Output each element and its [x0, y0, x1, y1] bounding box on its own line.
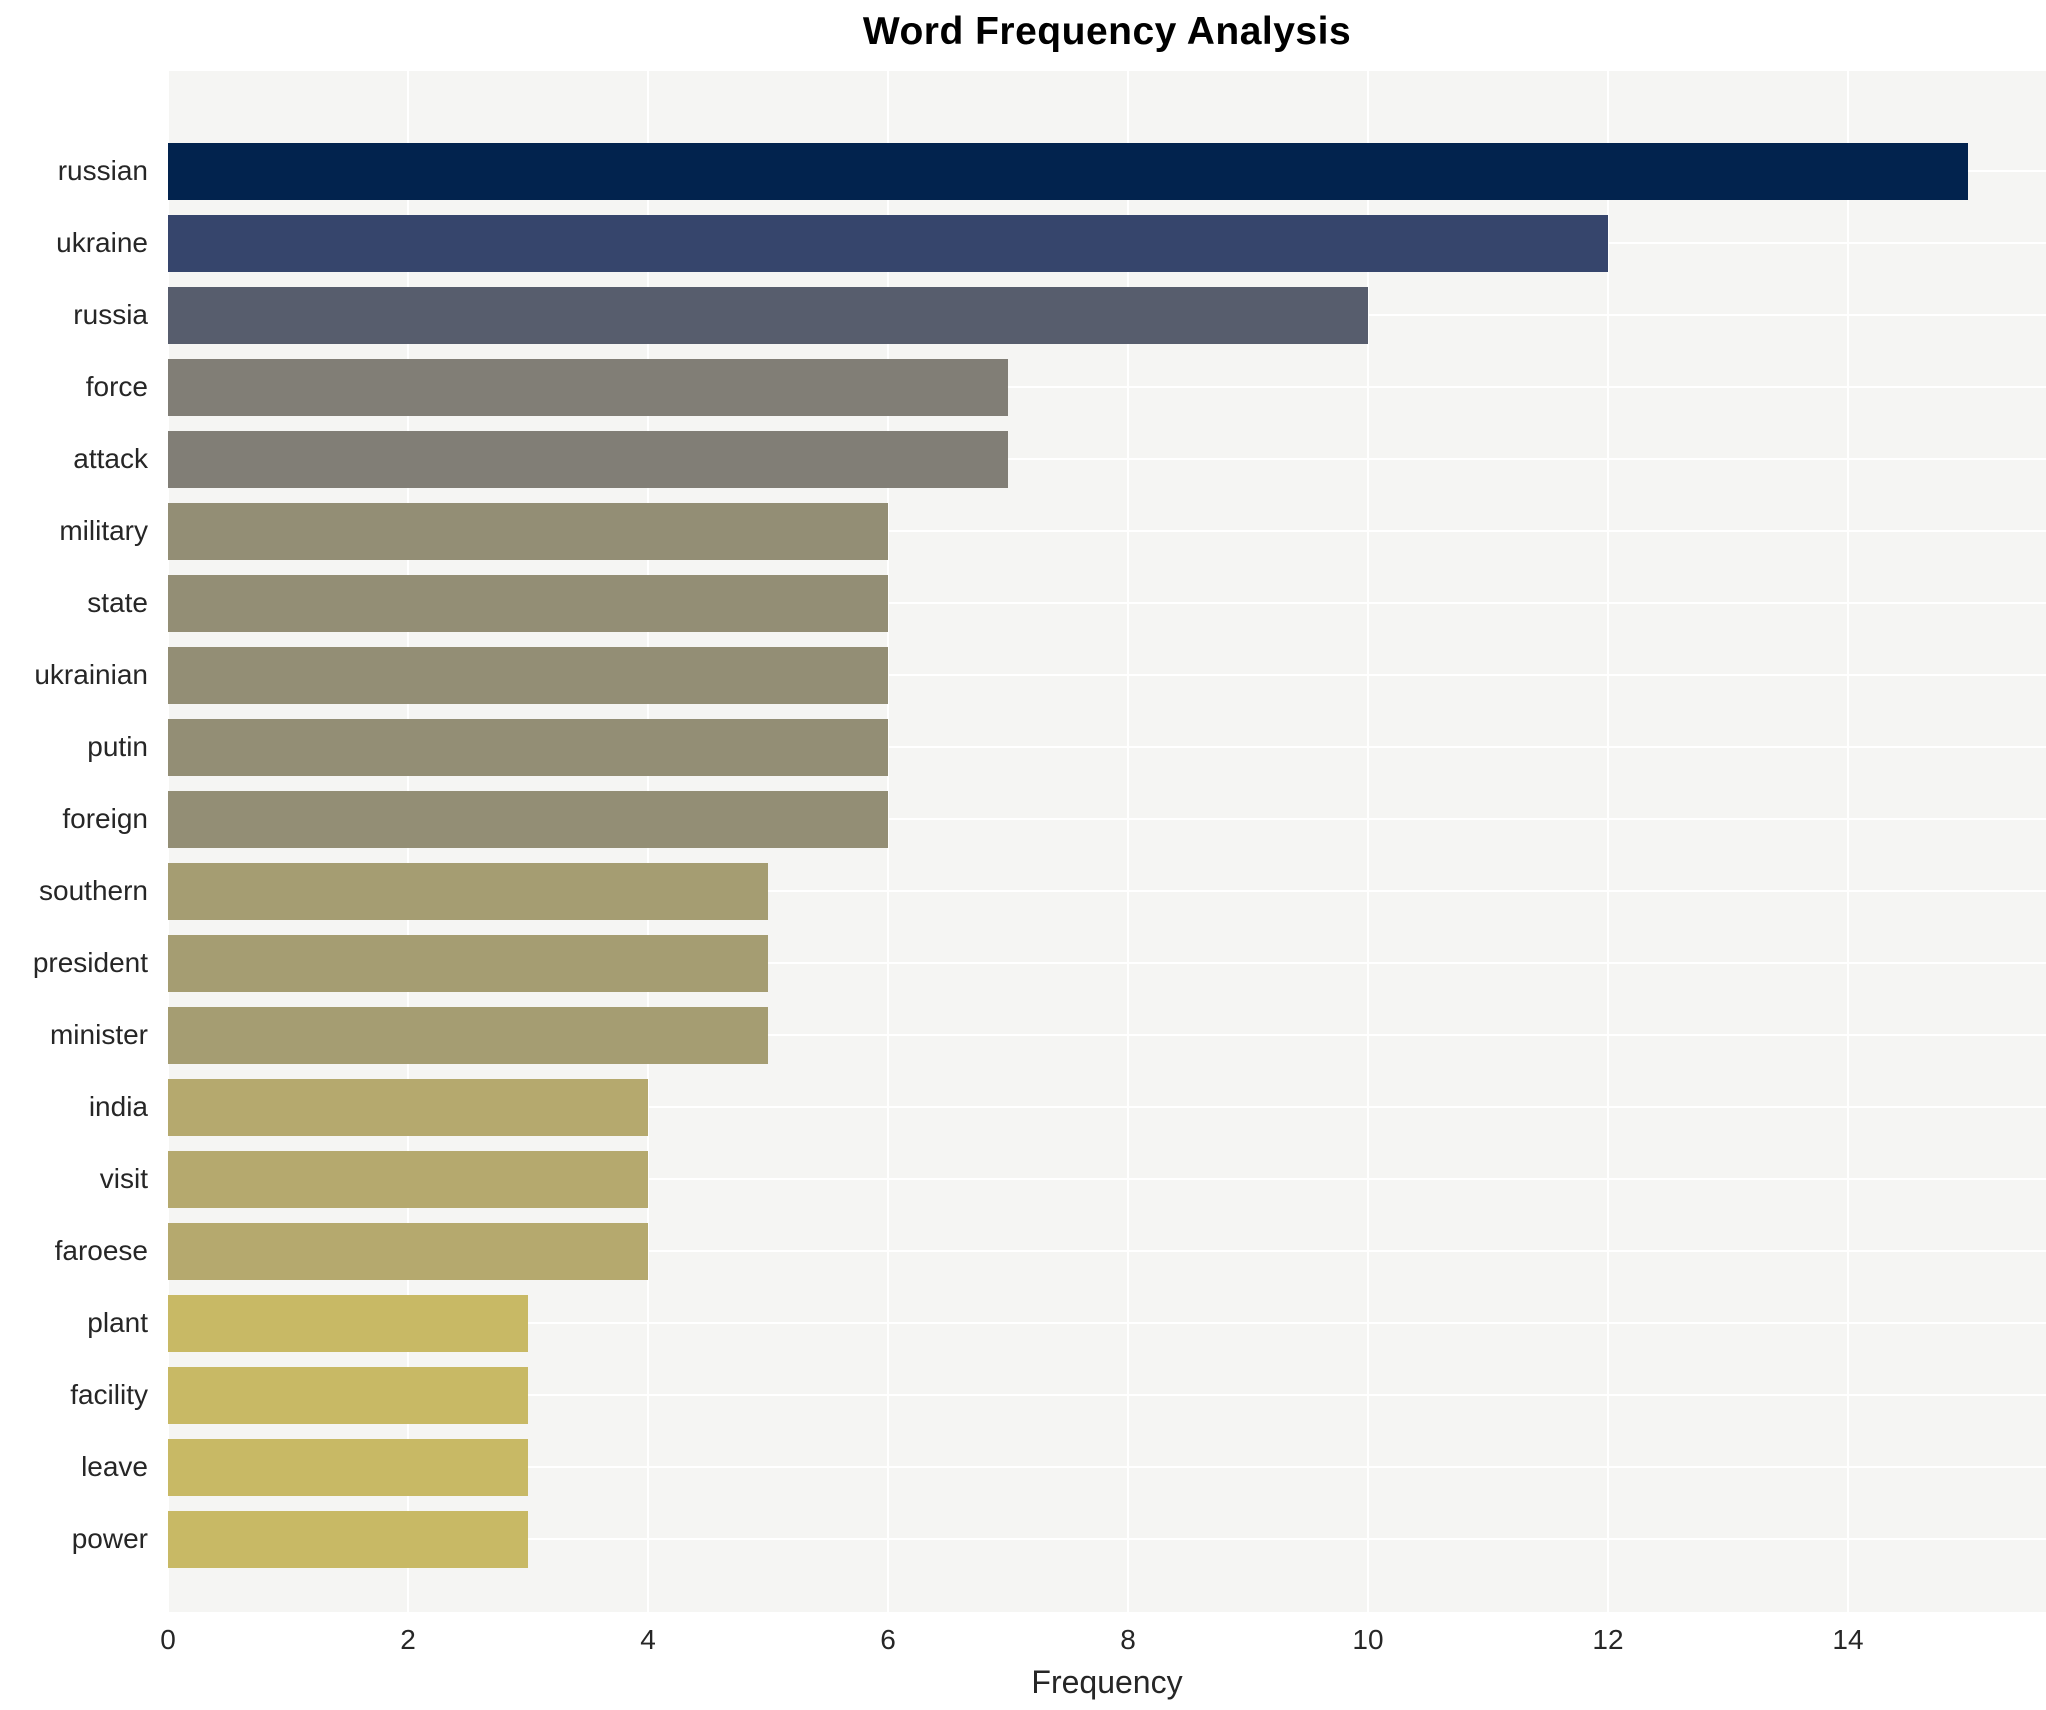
bar-faroese [168, 1222, 648, 1280]
y-tick-label-minister: minister [49, 1019, 148, 1050]
bar-russia [168, 286, 1368, 344]
horizontal-gridline [168, 530, 2046, 532]
vertical-gridline [1847, 71, 1849, 1612]
bar-facility [168, 1366, 528, 1424]
horizontal-gridline [168, 1106, 2046, 1108]
horizontal-gridline [168, 1322, 2046, 1324]
horizontal-gridline [168, 818, 2046, 820]
bar-power [168, 1510, 528, 1568]
y-tick-label-southern: southern [39, 875, 148, 906]
vertical-gridline [1607, 71, 1609, 1612]
y-tick-label-foreign: foreign [62, 803, 148, 834]
y-tick-label-attack: attack [73, 443, 148, 474]
bar-russian [168, 142, 1968, 200]
horizontal-gridline [168, 602, 2046, 604]
bar-force [168, 358, 1008, 416]
y-tick-label-ukraine: ukraine [56, 227, 148, 258]
bar-southern [168, 862, 768, 920]
chart-title: Word Frequency Analysis [862, 10, 1352, 53]
x-tick-label-8: 8 [1120, 1624, 1136, 1655]
bar-foreign [168, 790, 888, 848]
horizontal-gridline [168, 458, 2046, 460]
y-tick-label-plant: plant [87, 1307, 148, 1338]
bar-india [168, 1078, 648, 1136]
bar-leave [168, 1438, 528, 1496]
y-tick-label-india: india [88, 1091, 148, 1122]
x-tick-label-14: 14 [1832, 1624, 1864, 1655]
horizontal-gridline [168, 890, 2046, 892]
x-tick-label-0: 0 [160, 1624, 176, 1655]
y-tick-label-ukrainian: ukrainian [34, 659, 148, 690]
x-tick-label-2: 2 [400, 1624, 416, 1655]
vertical-gridline [1367, 71, 1369, 1612]
horizontal-gridline [168, 674, 2046, 676]
bar-state [168, 574, 888, 632]
bar-minister [168, 1006, 768, 1064]
bar-ukrainian [168, 646, 888, 704]
y-tick-label-power: power [71, 1523, 148, 1554]
horizontal-gridline [168, 1250, 2046, 1252]
bar-attack [168, 430, 1008, 488]
x-axis-title: Frequency [1031, 1664, 1183, 1700]
y-tick-label-state: state [87, 587, 148, 618]
bar-putin [168, 718, 888, 776]
y-tick-label-leave: leave [81, 1451, 148, 1482]
y-tick-label-russian: russian [57, 155, 148, 186]
bar-military [168, 502, 888, 560]
horizontal-gridline [168, 962, 2046, 964]
x-tick-label-10: 10 [1352, 1624, 1384, 1655]
x-tick-label-6: 6 [880, 1624, 896, 1655]
horizontal-gridline [168, 1394, 2046, 1396]
bar-visit [168, 1150, 648, 1208]
vertical-gridline [887, 71, 889, 1612]
y-tick-label-facility: facility [70, 1379, 148, 1410]
y-tick-label-president: president [32, 947, 148, 978]
y-tick-label-military: military [59, 515, 148, 546]
horizontal-gridline [168, 1034, 2046, 1036]
horizontal-gridline [168, 1466, 2046, 1468]
x-tick-label-4: 4 [640, 1624, 656, 1655]
horizontal-gridline [168, 1538, 2046, 1540]
horizontal-gridline [168, 746, 2046, 748]
y-tick-label-force: force [85, 371, 148, 402]
bar-plant [168, 1294, 528, 1352]
vertical-gridline [1127, 71, 1129, 1612]
horizontal-gridline [168, 1178, 2046, 1180]
horizontal-gridline [168, 386, 2046, 388]
y-tick-label-putin: putin [87, 731, 148, 762]
bar-ukraine [168, 214, 1608, 272]
bar-president [168, 934, 768, 992]
y-tick-label-faroese: faroese [54, 1235, 148, 1266]
y-tick-label-russia: russia [73, 299, 148, 330]
x-tick-label-12: 12 [1592, 1624, 1624, 1655]
plot-area [167, 71, 2046, 1612]
y-tick-label-visit: visit [99, 1163, 148, 1194]
